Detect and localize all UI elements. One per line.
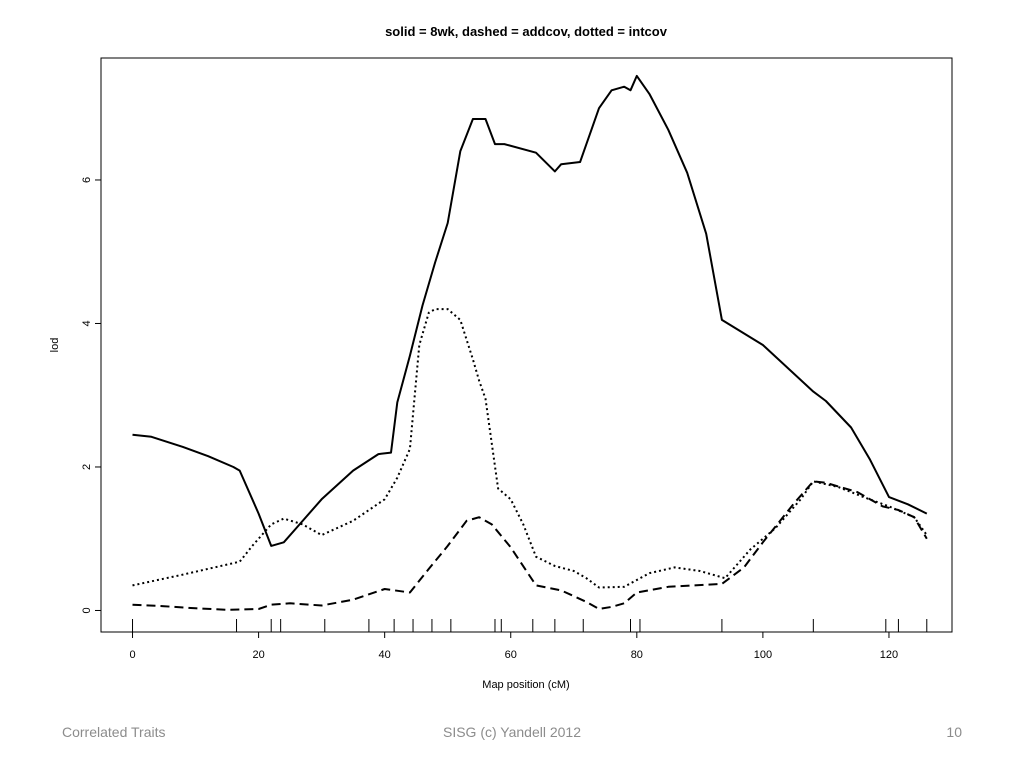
x-axis-label: Map position (cM)	[482, 679, 569, 691]
y-axis: 0 2 4 6	[81, 177, 101, 614]
y-tick-label: 2	[81, 464, 93, 470]
x-tick-label: 0	[129, 649, 135, 661]
series-line-8wk	[132, 74, 928, 547]
series-group	[132, 74, 928, 611]
footer-page-number: 10	[946, 724, 962, 740]
x-tick-label: 60	[505, 649, 517, 661]
plot-frame	[100, 57, 953, 633]
x-tick-label: 100	[754, 649, 772, 661]
chart-title: solid = 8wk, dashed = addcov, dotted = i…	[385, 24, 668, 39]
marker-rug	[132, 619, 928, 632]
footer-center: SISG (c) Yandell 2012	[442, 724, 581, 740]
y-axis-label: lod	[49, 338, 61, 353]
series-line-intcov	[132, 308, 928, 589]
y-tick-label: 4	[81, 320, 93, 326]
series-line-addcov	[132, 480, 928, 611]
x-tick-label: 20	[252, 649, 264, 661]
footer-left: Correlated Traits	[62, 724, 166, 740]
y-tick-label: 6	[81, 177, 93, 183]
x-tick-label: 40	[379, 649, 391, 661]
x-axis: 0 20 40 60 80 100 120	[129, 632, 898, 661]
x-tick-label: 120	[880, 649, 898, 661]
x-tick-label: 80	[631, 649, 643, 661]
y-tick-label: 0	[81, 607, 93, 613]
